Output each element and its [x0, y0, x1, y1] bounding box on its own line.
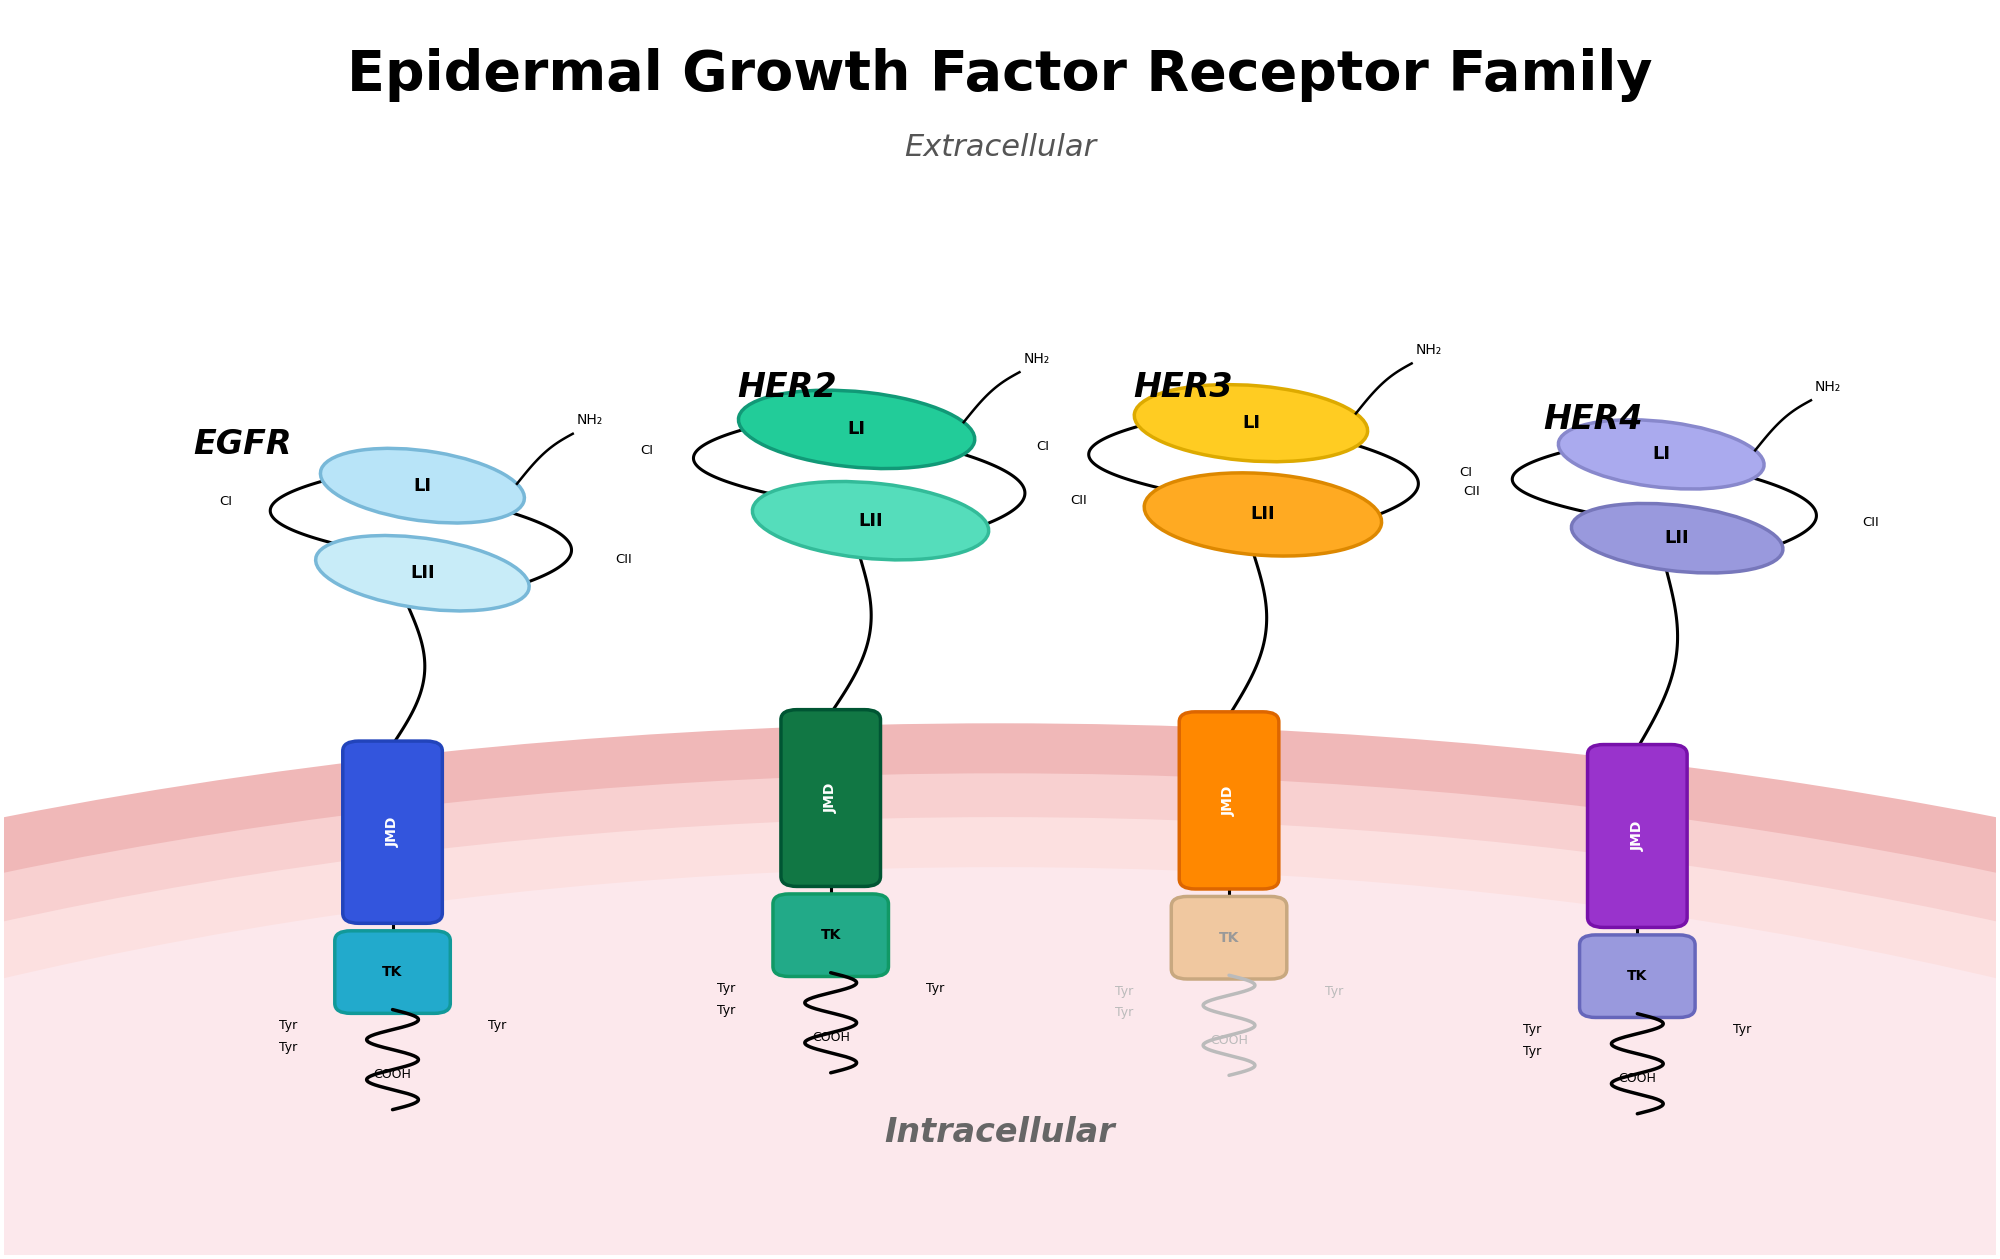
- Text: Tyr: Tyr: [488, 1020, 506, 1032]
- Ellipse shape: [1558, 419, 1764, 488]
- Text: Tyr: Tyr: [1324, 985, 1342, 998]
- Text: Tyr: Tyr: [1732, 1024, 1752, 1036]
- FancyBboxPatch shape: [780, 710, 880, 886]
- Text: NH₂: NH₂: [1814, 380, 1842, 394]
- FancyBboxPatch shape: [1172, 896, 1286, 980]
- Text: Tyr: Tyr: [278, 1041, 296, 1054]
- Text: Tyr: Tyr: [1116, 985, 1134, 998]
- Text: Tyr: Tyr: [1524, 1024, 1542, 1036]
- Text: Intracellular: Intracellular: [884, 1115, 1116, 1148]
- Text: CII: CII: [1070, 495, 1086, 507]
- Ellipse shape: [0, 867, 2000, 1259]
- Text: NH₂: NH₂: [576, 413, 602, 428]
- Ellipse shape: [1134, 384, 1368, 462]
- Text: LII: LII: [1664, 529, 1690, 548]
- Text: TK: TK: [820, 928, 840, 942]
- Text: TK: TK: [1218, 930, 1240, 944]
- Ellipse shape: [738, 390, 974, 468]
- Text: NH₂: NH₂: [1024, 353, 1050, 366]
- Ellipse shape: [752, 481, 988, 560]
- FancyBboxPatch shape: [1180, 711, 1278, 889]
- Text: JMD: JMD: [386, 817, 400, 847]
- Text: Epidermal Growth Factor Receptor Family: Epidermal Growth Factor Receptor Family: [348, 48, 1652, 102]
- FancyBboxPatch shape: [1588, 744, 1688, 928]
- Text: Tyr: Tyr: [1116, 1006, 1134, 1020]
- FancyBboxPatch shape: [1580, 935, 1696, 1017]
- Ellipse shape: [1572, 504, 1782, 573]
- Text: LI: LI: [1652, 446, 1670, 463]
- Text: LII: LII: [858, 511, 882, 530]
- Text: CII: CII: [1862, 515, 1878, 529]
- Text: COOH: COOH: [374, 1068, 412, 1081]
- Text: LI: LI: [1242, 414, 1260, 432]
- Text: HER2: HER2: [738, 371, 836, 404]
- Ellipse shape: [320, 448, 524, 522]
- Text: JMD: JMD: [1630, 821, 1644, 851]
- Text: EGFR: EGFR: [194, 428, 292, 461]
- Text: LI: LI: [414, 477, 432, 495]
- Text: Tyr: Tyr: [1524, 1045, 1542, 1058]
- Text: TK: TK: [1628, 969, 1648, 983]
- Text: LII: LII: [1250, 505, 1276, 524]
- Text: TK: TK: [382, 966, 402, 980]
- Text: Tyr: Tyr: [716, 1003, 736, 1017]
- Text: COOH: COOH: [812, 1031, 850, 1044]
- FancyBboxPatch shape: [334, 930, 450, 1013]
- Text: CII: CII: [616, 553, 632, 565]
- Text: Tyr: Tyr: [716, 982, 736, 996]
- Text: NH₂: NH₂: [1416, 344, 1442, 358]
- Text: CI: CI: [640, 444, 654, 457]
- Text: HER4: HER4: [1544, 403, 1644, 436]
- Text: HER3: HER3: [1134, 371, 1234, 404]
- Text: Tyr: Tyr: [278, 1020, 296, 1032]
- Text: CI: CI: [220, 495, 232, 507]
- Text: JMD: JMD: [1222, 786, 1236, 816]
- Ellipse shape: [0, 817, 2000, 1259]
- Text: CII: CII: [1464, 485, 1480, 499]
- Ellipse shape: [1144, 473, 1382, 556]
- Text: LII: LII: [410, 564, 434, 582]
- FancyBboxPatch shape: [772, 894, 888, 977]
- Bar: [4, 0, 1996, 680]
- Text: JMD: JMD: [824, 783, 838, 813]
- Text: Extracellular: Extracellular: [904, 133, 1096, 162]
- Text: Tyr: Tyr: [926, 982, 944, 996]
- Text: CI: CI: [1036, 441, 1050, 453]
- Ellipse shape: [0, 724, 2000, 1259]
- Text: CI: CI: [1460, 466, 1472, 478]
- FancyBboxPatch shape: [342, 742, 442, 923]
- Ellipse shape: [0, 773, 2000, 1259]
- Text: COOH: COOH: [1210, 1034, 1248, 1046]
- Ellipse shape: [316, 535, 530, 611]
- Text: LI: LI: [848, 421, 866, 438]
- Text: COOH: COOH: [1618, 1073, 1656, 1085]
